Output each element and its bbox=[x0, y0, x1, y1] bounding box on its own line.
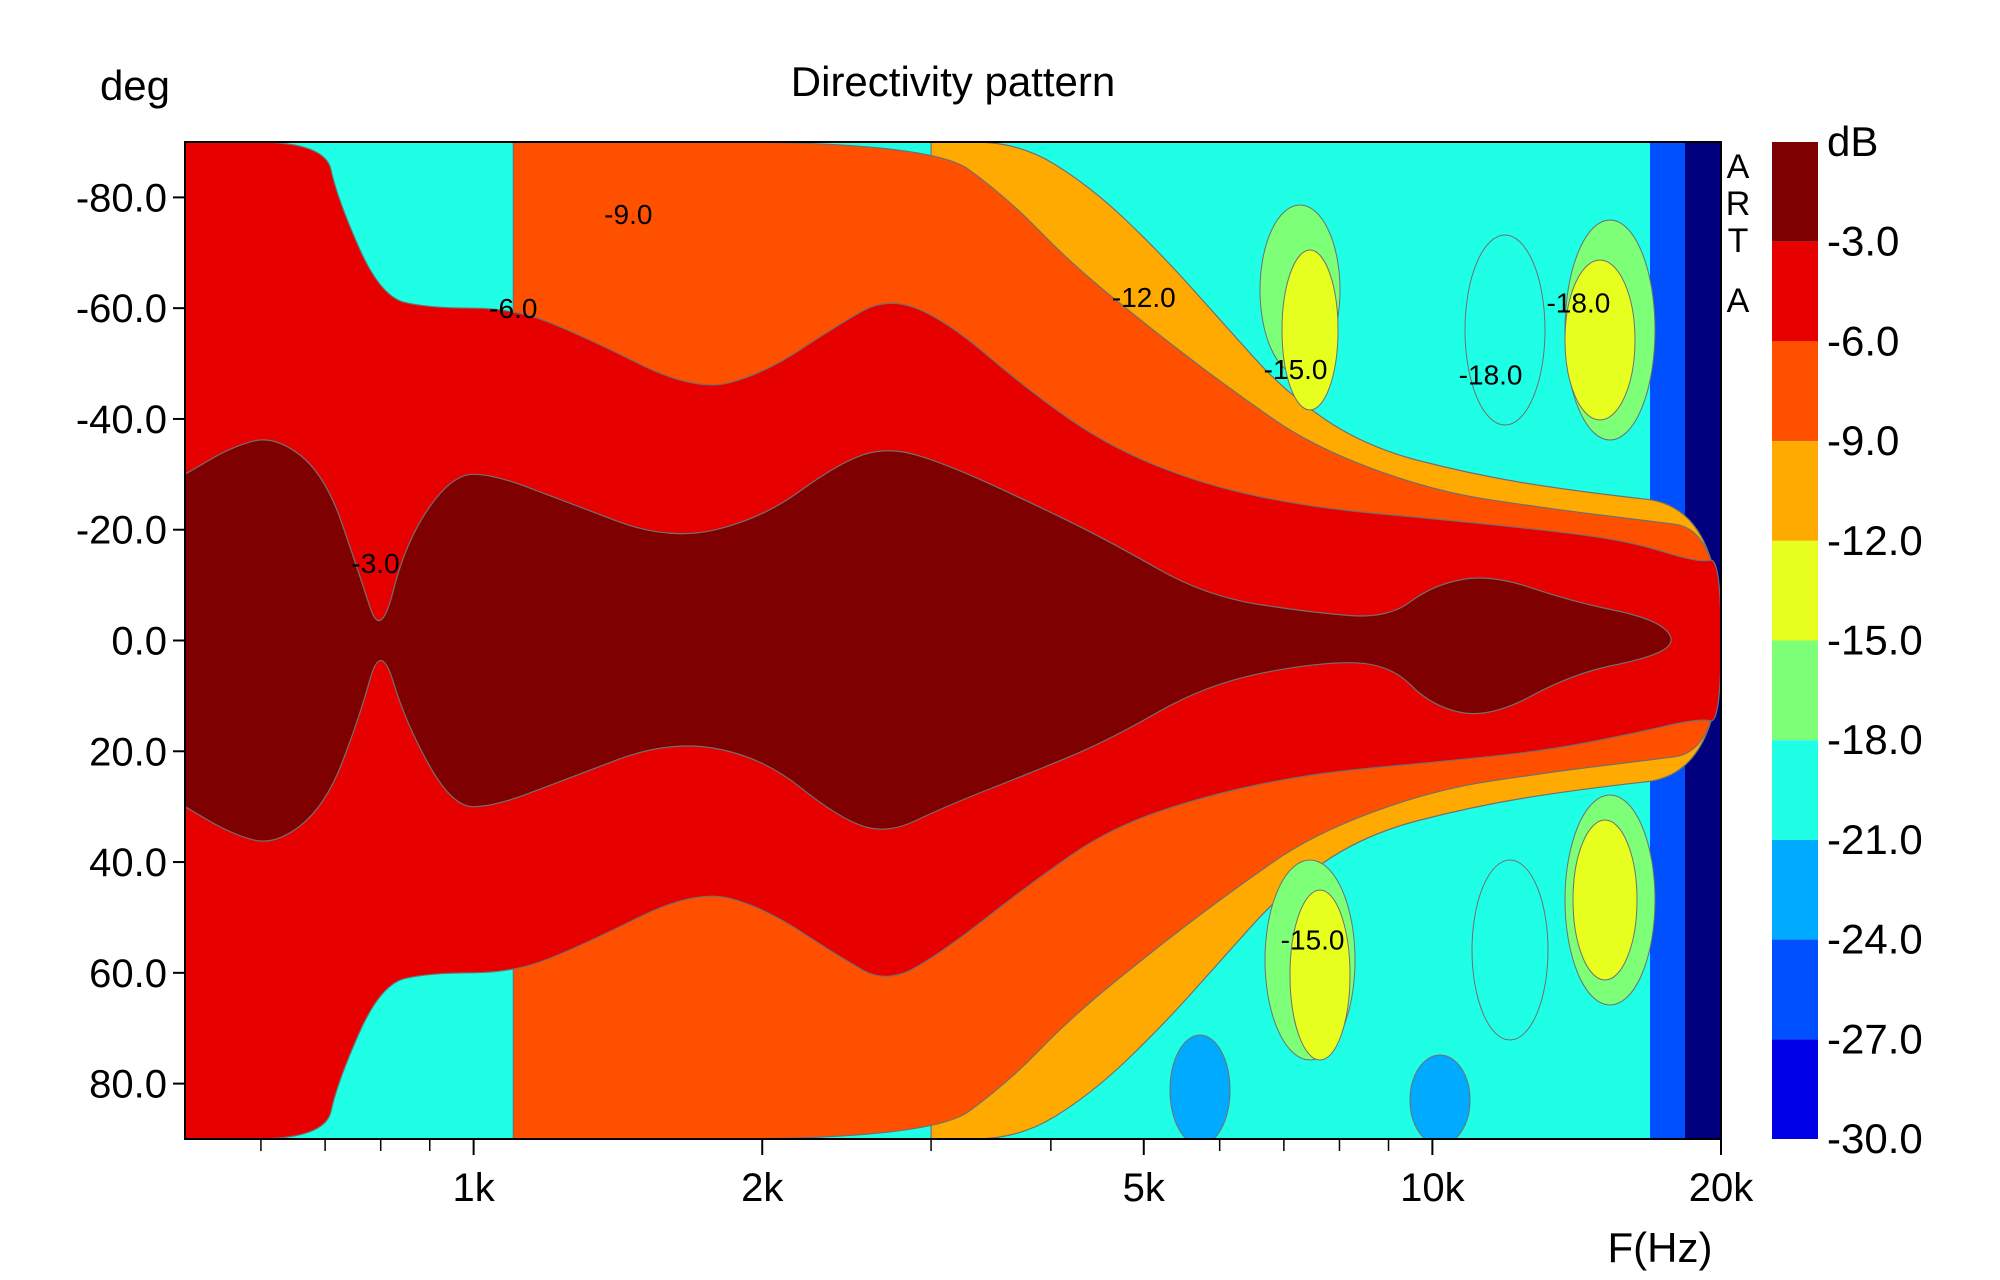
watermark-letter: A bbox=[1727, 282, 1750, 320]
contour-label: -15.0 bbox=[1281, 925, 1345, 956]
watermark: A R T A bbox=[1726, 148, 1751, 320]
watermark-letter: R bbox=[1726, 185, 1751, 223]
x-tick-label: 20k bbox=[1689, 1166, 1754, 1210]
island-21-upper bbox=[1464, 234, 1546, 426]
x-axis-label: F(Hz) bbox=[1608, 1224, 1713, 1271]
contour-label: -18.0 bbox=[1459, 360, 1523, 391]
x-tick-label: 2k bbox=[741, 1166, 784, 1210]
y-tick-label: -60.0 bbox=[76, 287, 167, 331]
island-15-lower bbox=[1289, 889, 1351, 1061]
contour-label: -15.0 bbox=[1264, 354, 1328, 385]
colorbar-swatch bbox=[1772, 839, 1818, 940]
colorbar-swatch bbox=[1772, 740, 1818, 840]
contour-bands bbox=[185, 142, 1721, 1139]
island-21-lower bbox=[1471, 859, 1549, 1041]
colorbar-label: -3.0 bbox=[1827, 218, 1899, 265]
x-axis: 1k 2k 5k 10k 20k bbox=[260, 1139, 1754, 1210]
contour-islands bbox=[1169, 204, 1656, 1139]
chart-title: Directivity pattern bbox=[791, 58, 1115, 105]
colorbar-label: -12.0 bbox=[1827, 517, 1923, 564]
contour-label: -12.0 bbox=[1112, 282, 1176, 313]
colorbar-swatch bbox=[1772, 142, 1818, 242]
island-15-upper bbox=[1281, 249, 1339, 411]
y-tick-label: 40.0 bbox=[89, 841, 167, 885]
island-15-upper-b bbox=[1564, 259, 1636, 421]
island-15-lower-b bbox=[1572, 819, 1638, 981]
contour-label: -6.0 bbox=[489, 293, 537, 324]
x-tick-label: 1k bbox=[452, 1166, 495, 1210]
y-axis: -80.0 -60.0 -40.0 -20.0 0.0 20.0 40.0 60.0 80.0 bbox=[76, 176, 185, 1107]
contour-label: -3.0 bbox=[351, 548, 399, 579]
x-tick-label: 5k bbox=[1123, 1166, 1166, 1210]
colorbar-swatch bbox=[1772, 1039, 1818, 1139]
colorbar-unit: dB bbox=[1827, 118, 1878, 165]
watermark-letter: T bbox=[1728, 222, 1749, 260]
colorbar-label: -18.0 bbox=[1827, 716, 1923, 763]
colorbar-swatch bbox=[1772, 540, 1818, 641]
y-tick-label: -20.0 bbox=[76, 509, 167, 553]
y-axis-label: deg bbox=[100, 62, 170, 109]
x-tick-label: 10k bbox=[1400, 1166, 1465, 1210]
y-tick-label: 0.0 bbox=[111, 620, 167, 664]
y-tick-label: -40.0 bbox=[76, 398, 167, 442]
island-24-lower bbox=[1169, 1034, 1231, 1139]
contour-label: -18.0 bbox=[1546, 288, 1610, 319]
y-tick-label: -80.0 bbox=[76, 176, 167, 220]
watermark-letter: A bbox=[1727, 148, 1750, 186]
y-tick-label: 80.0 bbox=[89, 1063, 167, 1107]
colorbar-swatch bbox=[1772, 241, 1818, 342]
colorbar-label: -21.0 bbox=[1827, 816, 1923, 863]
colorbar-label: -27.0 bbox=[1827, 1015, 1923, 1062]
contour-labels: -9.0 -6.0 -12.0 -15.0 -18.0 -18.0 -3.0 -15.0 bbox=[351, 199, 1610, 956]
contour-label: -9.0 bbox=[604, 199, 652, 230]
colorbar: dB -3.0 -6.0 -9.0 -12.0 -15.0 -18.0 -21.0 -24.0… bbox=[1772, 118, 1923, 1162]
colorbar-label: -9.0 bbox=[1827, 417, 1899, 464]
contour-band-minus3 bbox=[185, 439, 1672, 842]
colorbar-label: -30.0 bbox=[1827, 1115, 1923, 1162]
colorbar-label: -15.0 bbox=[1827, 617, 1923, 664]
colorbar-swatch bbox=[1772, 939, 1818, 1040]
y-tick-label: 20.0 bbox=[89, 730, 167, 774]
colorbar-label: -6.0 bbox=[1827, 317, 1899, 364]
y-tick-label: 60.0 bbox=[89, 952, 167, 996]
island-24-lower-b bbox=[1409, 1054, 1471, 1139]
plot-area: -9.0 -6.0 -12.0 -15.0 -18.0 -18.0 -3.0 -15.0 bbox=[185, 142, 1721, 1139]
colorbar-label: -24.0 bbox=[1827, 916, 1923, 963]
colorbar-swatch bbox=[1772, 640, 1818, 741]
colorbar-swatch bbox=[1772, 341, 1818, 442]
colorbar-swatch bbox=[1772, 441, 1818, 541]
